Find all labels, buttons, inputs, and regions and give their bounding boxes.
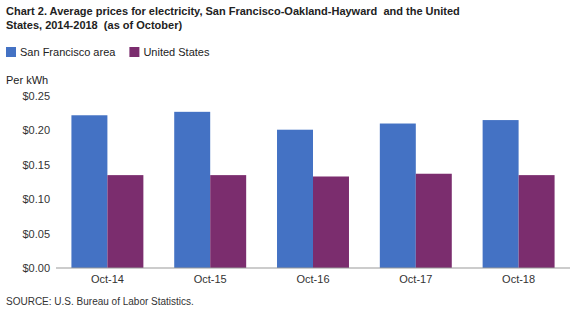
legend: San Francisco area United States <box>6 46 210 58</box>
bar <box>277 130 313 268</box>
x-tick-label: Oct-16 <box>296 273 329 285</box>
y-axis: $0.00 $0.05 $0.10 $0.15 $0.20 $0.25 <box>22 90 50 274</box>
x-tick-label: Oct-14 <box>91 273 124 285</box>
legend-item: United States <box>129 46 210 58</box>
y-tick-label: $0.20 <box>22 124 50 136</box>
x-tick-label: Oct-18 <box>502 273 535 285</box>
legend-swatch <box>129 47 139 57</box>
x-tick-label: Oct-17 <box>399 273 432 285</box>
bar <box>380 124 416 268</box>
bar <box>313 176 349 268</box>
bar <box>107 175 143 268</box>
y-tick-label: $0.15 <box>22 159 50 171</box>
bar <box>483 120 519 268</box>
y-tick-label: $0.00 <box>22 262 50 274</box>
y-tick-label: $0.25 <box>22 90 50 102</box>
x-tick-label: Oct-15 <box>194 273 227 285</box>
source: SOURCE: U.S. Bureau of Labor Statistics. <box>6 296 194 307</box>
bar <box>174 112 210 268</box>
bars <box>71 112 554 268</box>
bar <box>519 175 555 268</box>
legend-item: San Francisco area <box>6 46 116 58</box>
bar <box>416 174 452 268</box>
title-line: Chart 2. Average prices for electricity,… <box>6 5 460 17</box>
legend-swatch <box>6 47 16 57</box>
y-axis-label: Per kWh <box>6 74 48 86</box>
y-tick-label: $0.10 <box>22 193 50 205</box>
legend-label: United States <box>143 46 210 58</box>
x-axis: Oct-14 Oct-15 Oct-16 Oct-17 Oct-18 <box>56 268 570 285</box>
title: Chart 2. Average prices for electricity,… <box>6 5 460 31</box>
x-axis-line <box>56 268 570 269</box>
chart: Chart 2. Average prices for electricity,… <box>0 0 579 311</box>
title-line: States, 2014-2018 (as of October) <box>6 19 182 31</box>
bar <box>210 175 246 268</box>
bar <box>71 115 107 268</box>
legend-label: San Francisco area <box>20 46 116 58</box>
y-tick-label: $0.05 <box>22 228 50 240</box>
